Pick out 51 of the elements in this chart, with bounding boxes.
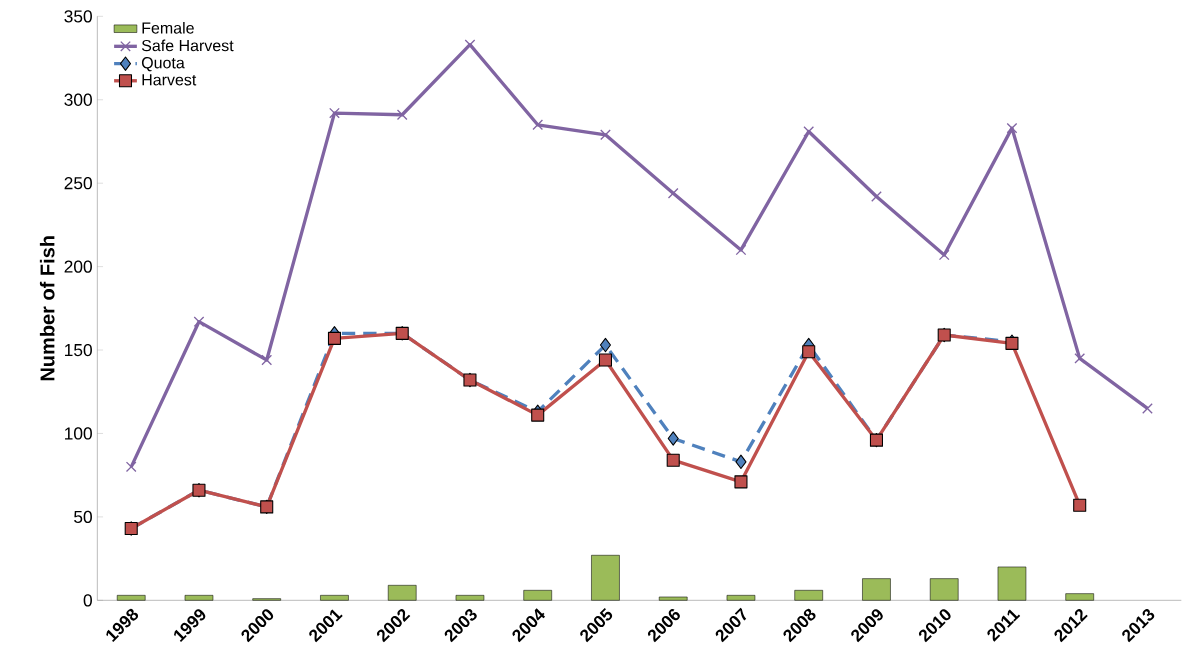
bar	[116, 595, 146, 601]
bar	[862, 578, 891, 601]
bar	[523, 590, 552, 601]
point	[803, 126, 815, 137]
bar	[794, 590, 823, 601]
bar	[658, 596, 688, 601]
bar	[997, 566, 1027, 601]
point	[735, 454, 747, 470]
y-tick-label: 100	[65, 427, 92, 440]
y-tick-label: 150	[65, 343, 92, 357]
point	[1074, 353, 1086, 364]
point	[667, 431, 679, 446]
y-tick-label: 250	[64, 177, 92, 190]
bar	[320, 595, 349, 601]
bar	[726, 595, 756, 601]
y-tick-label: 200	[64, 260, 92, 273]
point	[327, 331, 341, 345]
bar	[591, 555, 620, 601]
point	[666, 453, 680, 467]
point	[600, 129, 611, 141]
legend-label: Safe Harvest	[141, 39, 234, 52]
legend-label: Quota	[141, 57, 185, 72]
bar	[387, 585, 417, 601]
point	[532, 119, 544, 131]
point	[193, 316, 205, 328]
y-axis-title: Number of Fish	[39, 236, 55, 381]
y-tick-label: 50	[74, 510, 92, 524]
point	[1142, 403, 1153, 414]
point	[1006, 122, 1018, 134]
point	[531, 408, 545, 422]
point	[1073, 498, 1087, 512]
bar	[929, 578, 959, 601]
point	[667, 187, 679, 199]
y-tick-label: 300	[64, 93, 92, 106]
point	[396, 109, 408, 121]
point	[329, 107, 340, 119]
point	[125, 461, 137, 473]
legend-label: Harvest	[142, 74, 197, 86]
point	[261, 354, 273, 366]
point	[802, 345, 816, 359]
point	[734, 475, 748, 489]
point	[598, 353, 612, 367]
point	[938, 249, 950, 261]
bar	[1065, 593, 1094, 601]
legend-label: Female	[142, 21, 194, 34]
y-tick-label: 350	[64, 10, 92, 23]
y-tick-label: 0	[83, 594, 92, 607]
point	[735, 244, 747, 256]
bar	[455, 595, 485, 601]
bar	[184, 595, 214, 601]
point	[599, 337, 611, 353]
